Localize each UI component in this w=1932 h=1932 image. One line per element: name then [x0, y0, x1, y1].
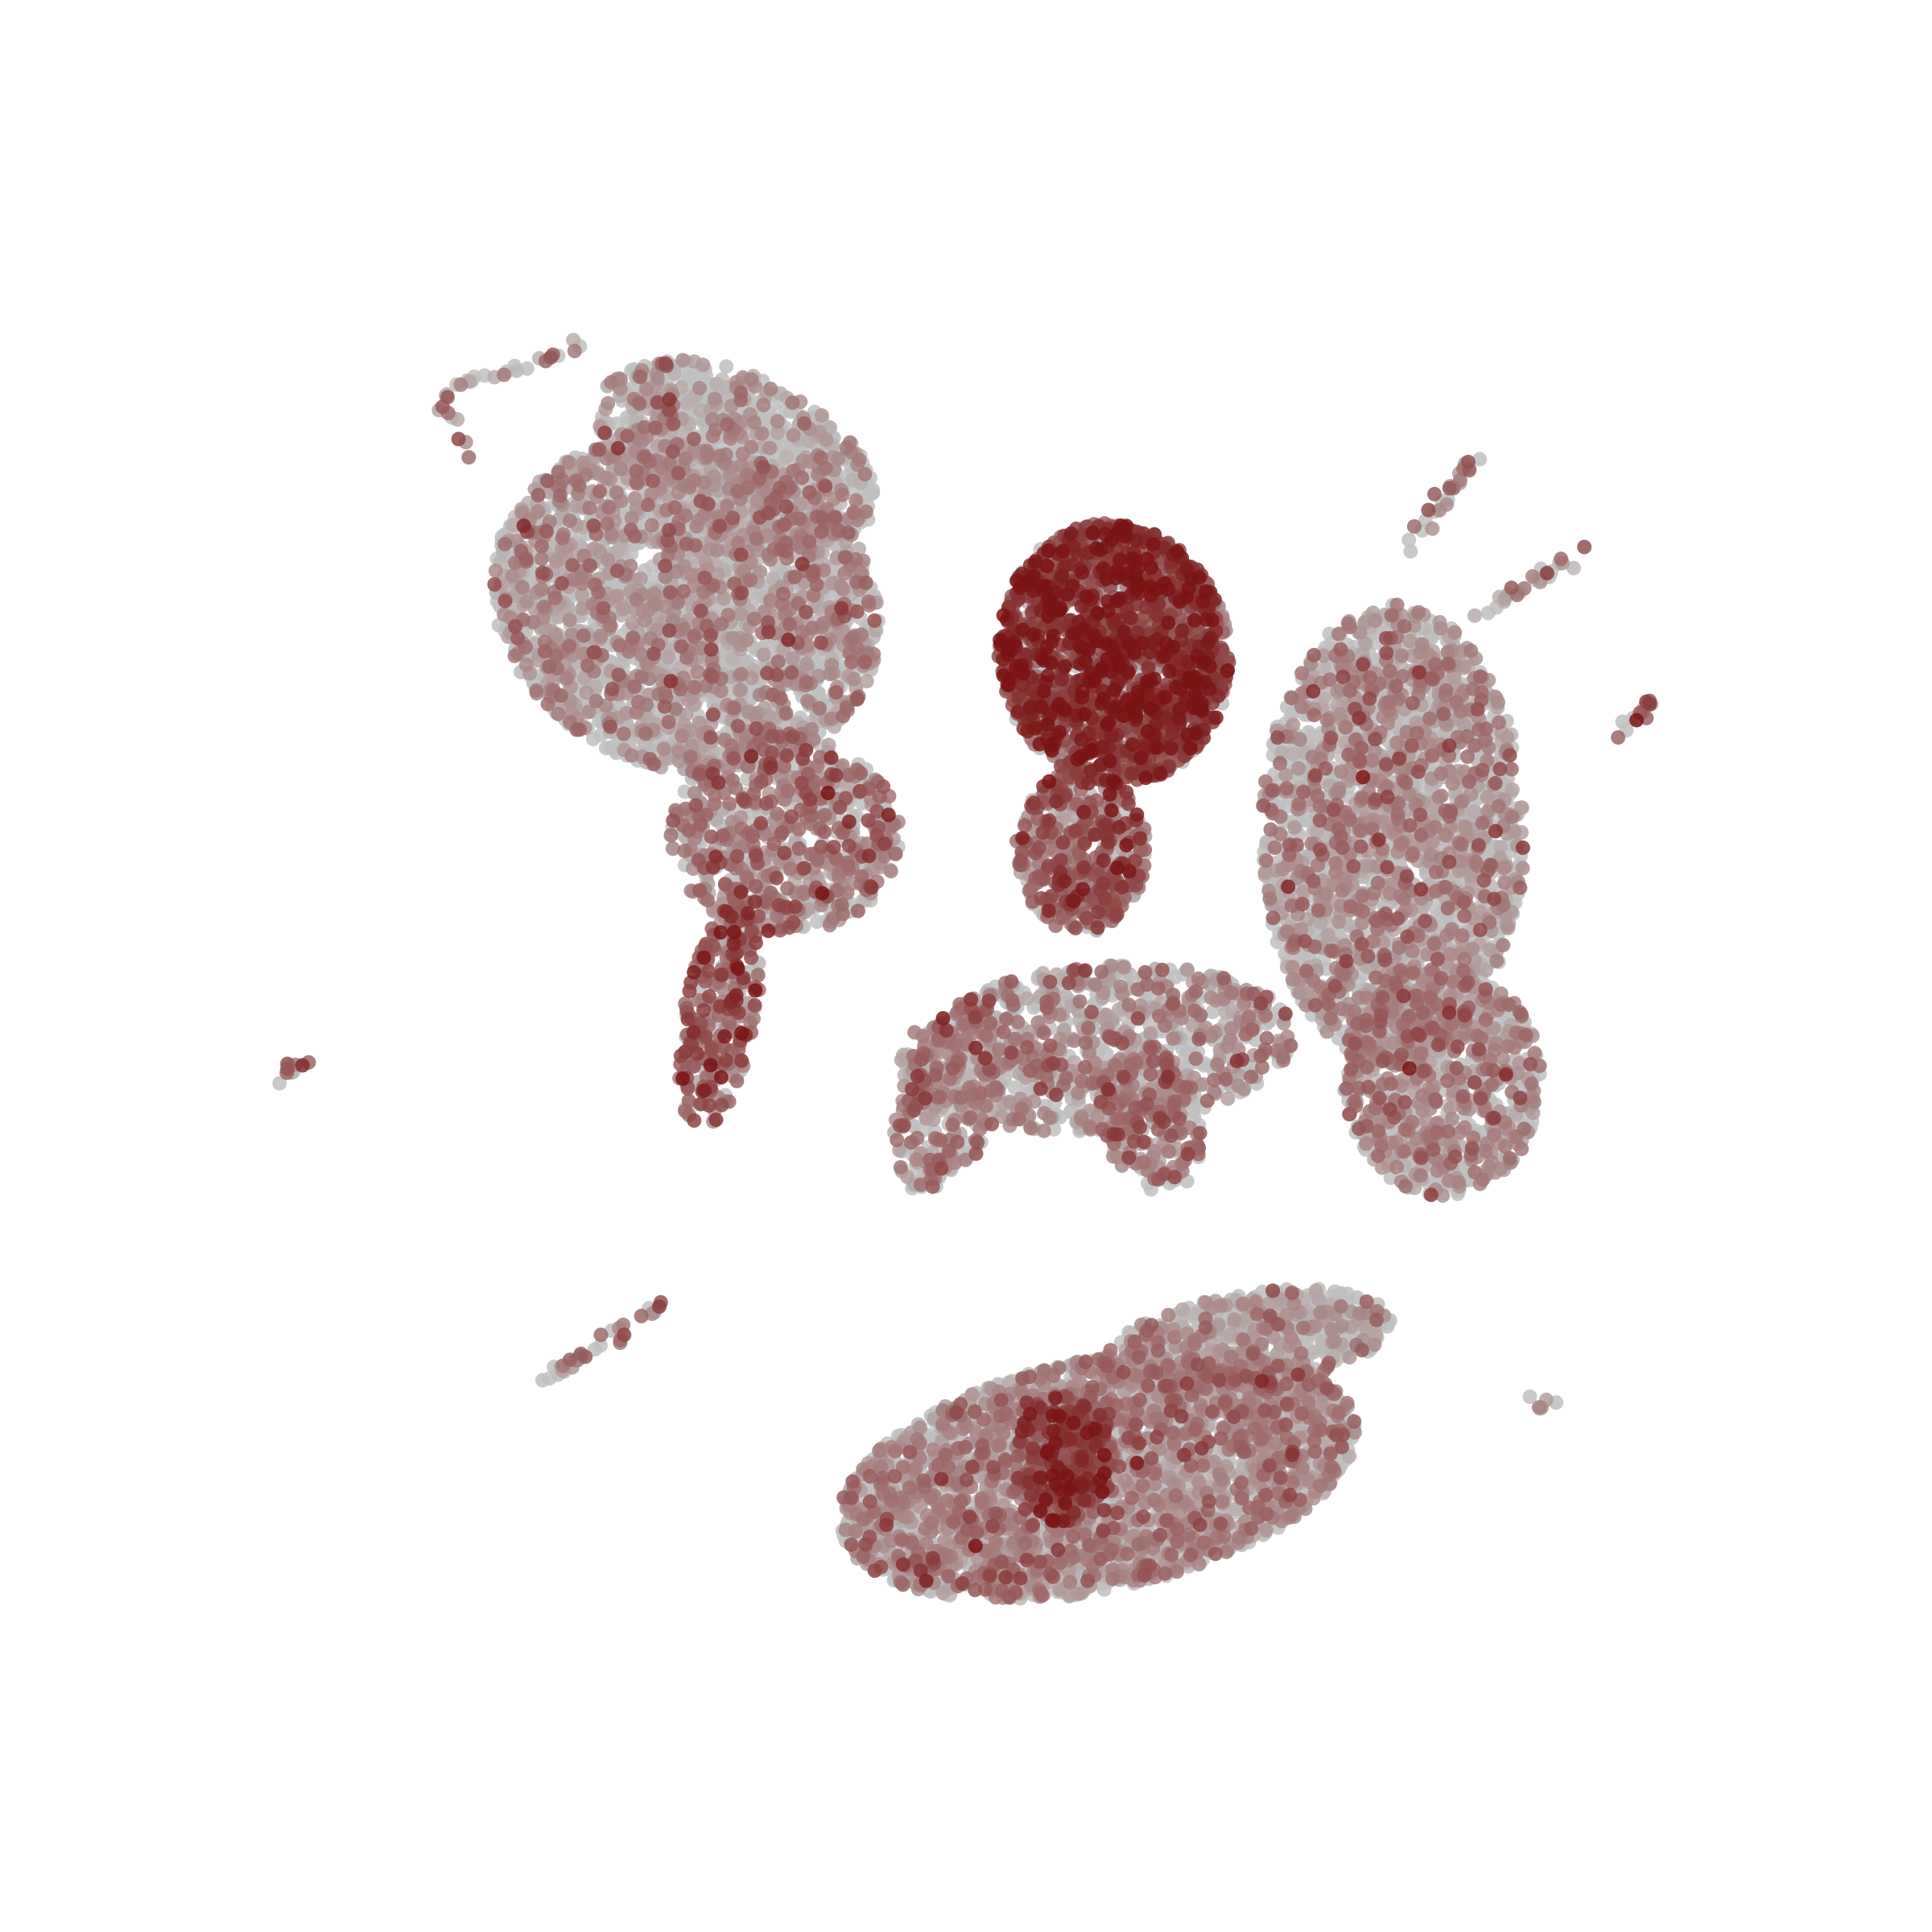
scatter-point — [603, 740, 618, 755]
scatter-point — [719, 359, 734, 374]
scatter-point — [1185, 1104, 1200, 1120]
points-layer — [272, 332, 1659, 1606]
scatter-point — [585, 732, 601, 746]
scatter-point — [809, 914, 824, 929]
